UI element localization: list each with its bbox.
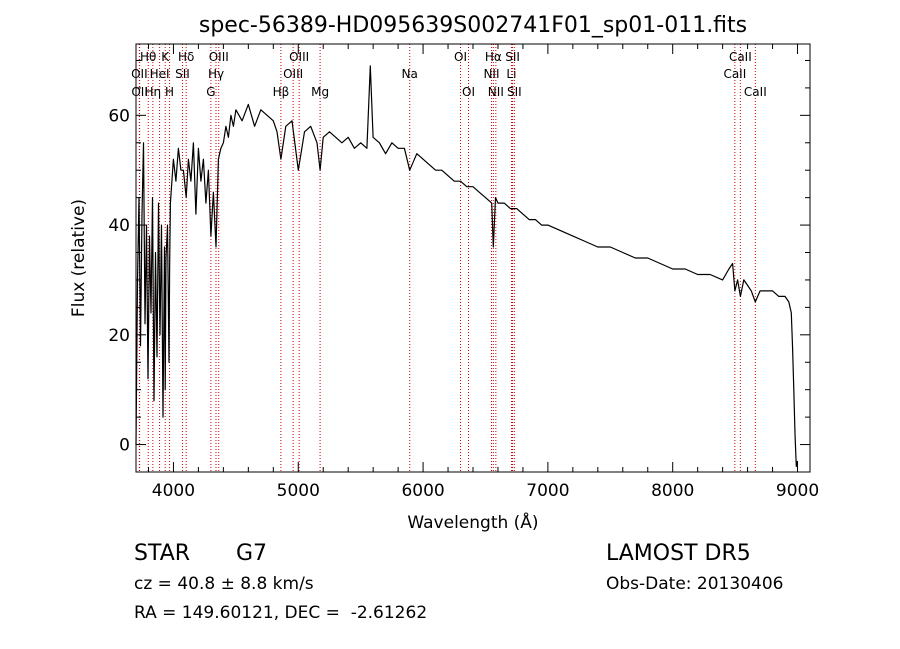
y-tick-label: 60	[108, 106, 130, 126]
y-tick-label: 0	[119, 436, 130, 456]
line-label: Li	[506, 67, 516, 81]
line-label: OI	[454, 50, 467, 64]
line-label: Na	[402, 67, 418, 81]
chart-title: spec-56389-HD095639S002741F01_sp01-011.f…	[199, 13, 747, 38]
line-label: H	[165, 85, 174, 99]
flux-series	[135, 65, 799, 468]
line-label: HeI	[150, 67, 170, 81]
line-label: Hβ	[273, 85, 290, 99]
x-tick-label: 9000	[776, 481, 819, 501]
spectral-line-labels: OII OII Hθ Hη HeI K H Hδ SII G Hγ OIII Hβ OIII OIII Mg N…	[131, 50, 767, 99]
x-axis-ticks: 4000 5000 6000 7000 8000 9000	[147, 44, 819, 501]
line-label: Hα	[485, 50, 502, 64]
coordinates: RA = 149.60121, DEC = -2.61262	[134, 603, 428, 623]
x-tick-label: 6000	[401, 481, 444, 501]
line-label: NII	[488, 85, 504, 99]
y-tick-label: 40	[108, 216, 130, 236]
line-label: OIII	[283, 67, 303, 81]
line-label: SII	[505, 50, 520, 64]
obs-date: Obs-Date: 20130406	[606, 574, 784, 594]
y-axis-ticks: 0 20 40 60	[108, 59, 810, 473]
line-label: OI	[462, 85, 475, 99]
x-axis-label: Wavelength (Å)	[407, 511, 538, 533]
x-tick-label: 8000	[651, 481, 694, 501]
spectral-line-markers	[138, 44, 756, 472]
line-label: Hδ	[178, 50, 194, 64]
y-tick-label: 20	[108, 326, 130, 346]
line-label: CaII	[723, 67, 746, 81]
line-label: Hθ	[140, 50, 156, 64]
line-label: SII	[175, 67, 190, 81]
line-label: OII	[131, 67, 148, 81]
line-label: Hγ	[208, 67, 224, 81]
survey-name: LAMOST DR5	[606, 541, 751, 566]
line-label: Mg	[311, 85, 329, 99]
object-type: STAR	[134, 541, 191, 566]
subclass: G7	[236, 541, 268, 566]
line-label: SII	[507, 85, 522, 99]
line-label: CaII	[744, 85, 767, 99]
plot-frame	[135, 43, 811, 473]
line-label: OIII	[289, 50, 309, 64]
line-label: OIII	[209, 50, 229, 64]
line-label: G	[206, 85, 215, 99]
redshift-cz: cz = 40.8 ± 8.8 km/s	[134, 574, 314, 594]
y-axis-label: Flux (relative)	[69, 199, 89, 317]
line-label: Hη	[145, 85, 162, 99]
x-tick-label: 5000	[277, 481, 320, 501]
x-tick-label: 7000	[526, 481, 569, 501]
line-label: NII	[483, 67, 499, 81]
line-label: K	[161, 50, 170, 64]
flux-line	[135, 65, 799, 468]
x-tick-label: 4000	[152, 481, 195, 501]
line-label: OII	[131, 85, 148, 99]
line-label: CaII	[729, 50, 752, 64]
